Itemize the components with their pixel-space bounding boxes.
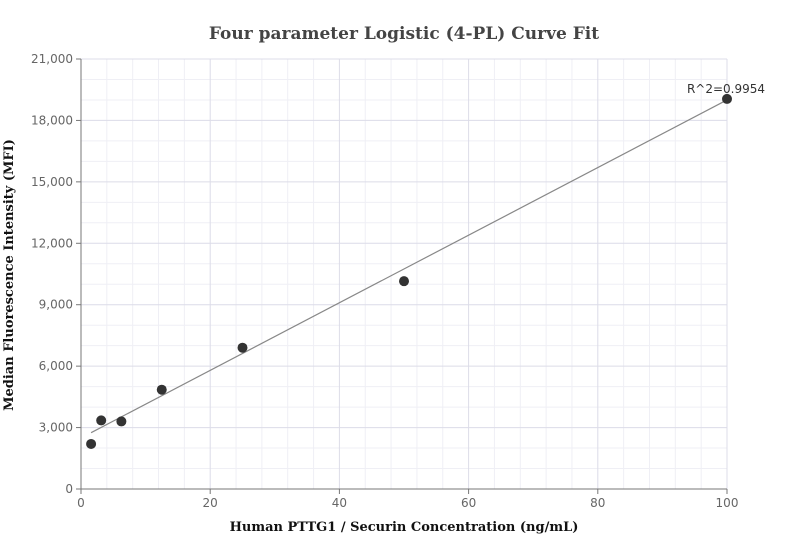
x-tick-label: 20	[203, 496, 218, 510]
y-tick-label: 0	[65, 482, 73, 496]
r-squared-annotation: R^2=0.9954	[687, 82, 765, 96]
data-point	[96, 415, 107, 426]
fit-curve	[90, 99, 728, 434]
y-axis-title: Median Fluorescence Intensity (MFI)	[2, 139, 17, 411]
y-tick-label: 3,000	[39, 421, 73, 435]
data-point	[156, 384, 167, 395]
data-points	[86, 93, 732, 449]
data-point	[399, 276, 409, 287]
x-tick-label: 80	[590, 496, 605, 510]
y-tick-label: 9,000	[39, 298, 73, 312]
data-point	[116, 416, 127, 427]
y-tick-label: 21,000	[31, 52, 73, 66]
x-tick-label: 0	[77, 496, 85, 510]
x-tick-label: 40	[332, 496, 347, 510]
grid	[81, 58, 728, 489]
y-tick-label: 15,000	[31, 175, 73, 189]
y-tick-label: 12,000	[31, 236, 73, 250]
fit-line	[90, 99, 728, 434]
x-tick-label: 100	[716, 496, 739, 510]
y-tick-label: 18,000	[31, 113, 73, 127]
y-tick-label: 6,000	[39, 359, 73, 373]
chart-title: Four parameter Logistic (4-PL) Curve Fit	[209, 24, 599, 44]
x-tick-label: 60	[461, 496, 476, 510]
data-point	[86, 438, 97, 449]
axes: 0 20 40 60 80 100 0 3,000 6,000 9,000 12,000 15,000…	[31, 52, 738, 510]
data-point	[237, 342, 248, 353]
x-axis-title: Human PTTG1 / Securin Concentration (ng/…	[230, 520, 579, 535]
data-point	[722, 93, 732, 104]
